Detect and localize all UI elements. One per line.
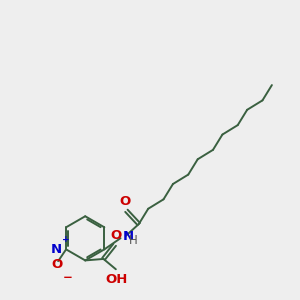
Text: O: O — [119, 195, 130, 208]
Text: N: N — [123, 230, 134, 243]
Text: +: + — [62, 235, 70, 244]
Text: H: H — [128, 234, 137, 247]
Text: −: − — [63, 271, 73, 284]
Text: O: O — [110, 229, 122, 242]
Text: N: N — [51, 243, 62, 256]
Text: O: O — [51, 258, 62, 271]
Text: OH: OH — [106, 273, 128, 286]
